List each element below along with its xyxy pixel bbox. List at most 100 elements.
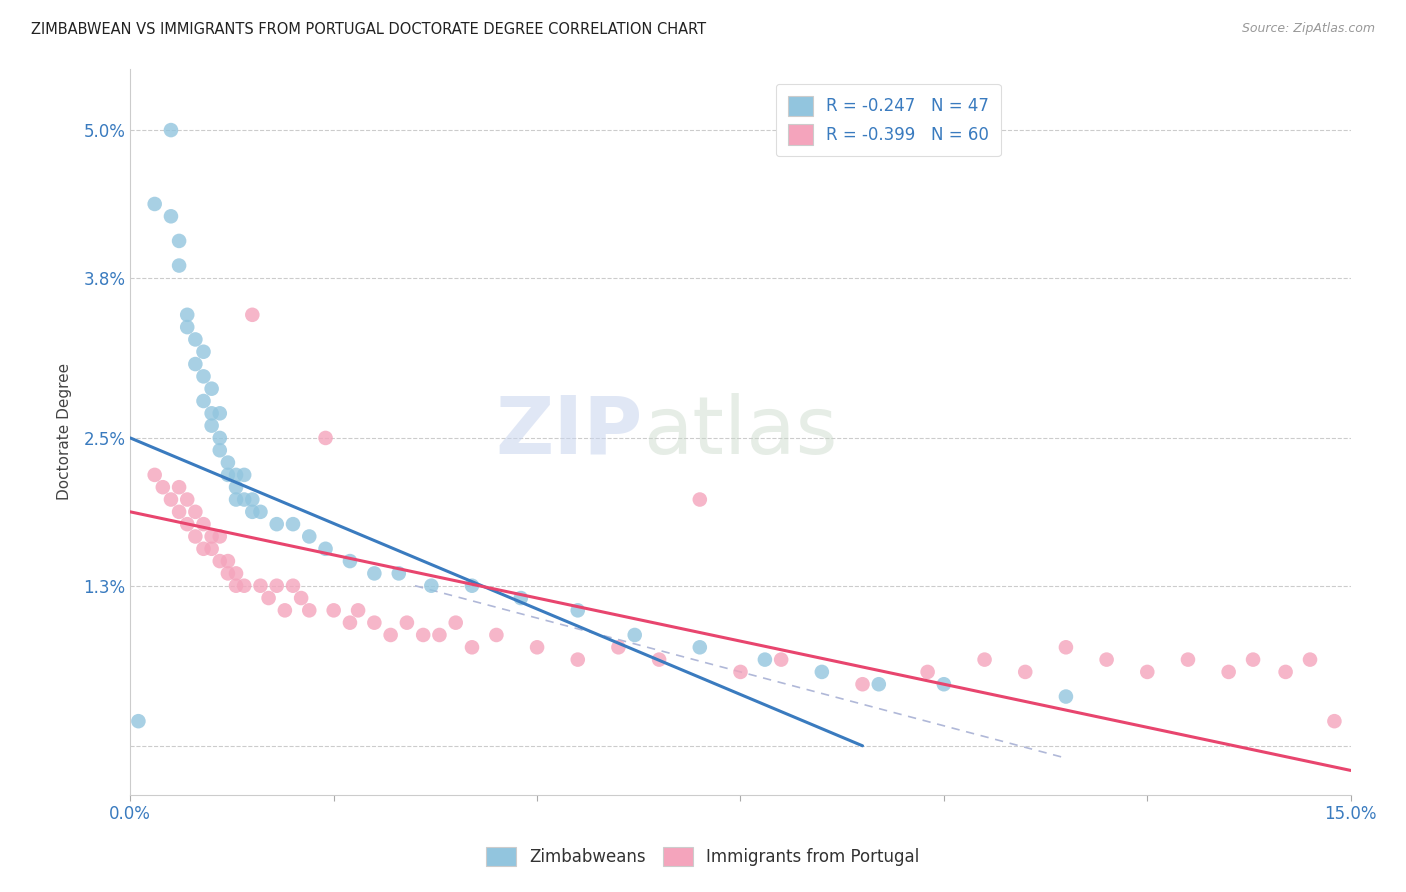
- Point: [266, 579, 288, 593]
- Point: [160, 492, 183, 507]
- Point: [395, 615, 418, 630]
- Point: [444, 615, 467, 630]
- Point: [298, 603, 321, 617]
- Point: [208, 529, 231, 543]
- Text: ZIP: ZIP: [495, 392, 643, 471]
- Point: [193, 517, 215, 532]
- Point: [249, 579, 271, 593]
- Point: [567, 652, 589, 666]
- Point: [184, 529, 207, 543]
- Point: [485, 628, 508, 642]
- Point: [160, 123, 183, 137]
- Point: [208, 406, 231, 420]
- Point: [240, 308, 263, 322]
- Point: [217, 554, 239, 568]
- Point: [167, 505, 190, 519]
- Point: [208, 554, 231, 568]
- Point: [607, 640, 630, 655]
- Point: [225, 480, 247, 494]
- Point: [973, 652, 995, 666]
- Point: [811, 665, 834, 679]
- Point: [233, 467, 256, 482]
- Point: [461, 640, 484, 655]
- Point: [298, 529, 321, 543]
- Point: [225, 566, 247, 581]
- Point: [1054, 640, 1077, 655]
- Point: [240, 492, 263, 507]
- Point: [567, 603, 589, 617]
- Legend: Zimbabweans, Immigrants from Portugal: Zimbabweans, Immigrants from Portugal: [479, 840, 927, 873]
- Point: [1054, 690, 1077, 704]
- Point: [176, 492, 198, 507]
- Point: [225, 492, 247, 507]
- Point: [143, 467, 166, 482]
- Y-axis label: Doctorate Degree: Doctorate Degree: [58, 363, 72, 500]
- Point: [770, 652, 793, 666]
- Point: [143, 197, 166, 211]
- Point: [217, 566, 239, 581]
- Point: [380, 628, 402, 642]
- Point: [754, 652, 776, 666]
- Point: [281, 517, 304, 532]
- Point: [193, 369, 215, 384]
- Point: [257, 591, 280, 605]
- Point: [281, 579, 304, 593]
- Point: [623, 628, 645, 642]
- Point: [233, 492, 256, 507]
- Point: [290, 591, 312, 605]
- Point: [233, 579, 256, 593]
- Point: [689, 640, 711, 655]
- Point: [240, 505, 263, 519]
- Point: [1241, 652, 1264, 666]
- Point: [193, 394, 215, 409]
- Point: [917, 665, 939, 679]
- Point: [339, 615, 361, 630]
- Point: [388, 566, 411, 581]
- Point: [851, 677, 873, 691]
- Point: [225, 467, 247, 482]
- Point: [176, 517, 198, 532]
- Point: [1136, 665, 1159, 679]
- Point: [648, 652, 671, 666]
- Point: [160, 209, 183, 223]
- Point: [201, 406, 224, 420]
- Point: [193, 541, 215, 556]
- Point: [1177, 652, 1199, 666]
- Point: [509, 591, 531, 605]
- Point: [1299, 652, 1322, 666]
- Point: [1274, 665, 1296, 679]
- Point: [420, 579, 443, 593]
- Legend: R = -0.247   N = 47, R = -0.399   N = 60: R = -0.247 N = 47, R = -0.399 N = 60: [776, 84, 1001, 156]
- Point: [429, 628, 451, 642]
- Point: [193, 344, 215, 359]
- Point: [184, 357, 207, 371]
- Point: [461, 579, 484, 593]
- Point: [225, 579, 247, 593]
- Point: [249, 505, 271, 519]
- Point: [363, 566, 385, 581]
- Point: [167, 480, 190, 494]
- Point: [201, 541, 224, 556]
- Text: ZIMBABWEAN VS IMMIGRANTS FROM PORTUGAL DOCTORATE DEGREE CORRELATION CHART: ZIMBABWEAN VS IMMIGRANTS FROM PORTUGAL D…: [31, 22, 706, 37]
- Point: [730, 665, 752, 679]
- Text: Source: ZipAtlas.com: Source: ZipAtlas.com: [1241, 22, 1375, 36]
- Point: [322, 603, 344, 617]
- Point: [217, 456, 239, 470]
- Point: [1095, 652, 1118, 666]
- Point: [526, 640, 548, 655]
- Point: [208, 443, 231, 458]
- Point: [167, 234, 190, 248]
- Point: [868, 677, 890, 691]
- Point: [208, 431, 231, 445]
- Point: [412, 628, 434, 642]
- Point: [274, 603, 297, 617]
- Point: [184, 505, 207, 519]
- Point: [689, 492, 711, 507]
- Point: [347, 603, 370, 617]
- Point: [176, 308, 198, 322]
- Point: [201, 382, 224, 396]
- Point: [315, 541, 337, 556]
- Point: [217, 467, 239, 482]
- Point: [184, 333, 207, 347]
- Point: [339, 554, 361, 568]
